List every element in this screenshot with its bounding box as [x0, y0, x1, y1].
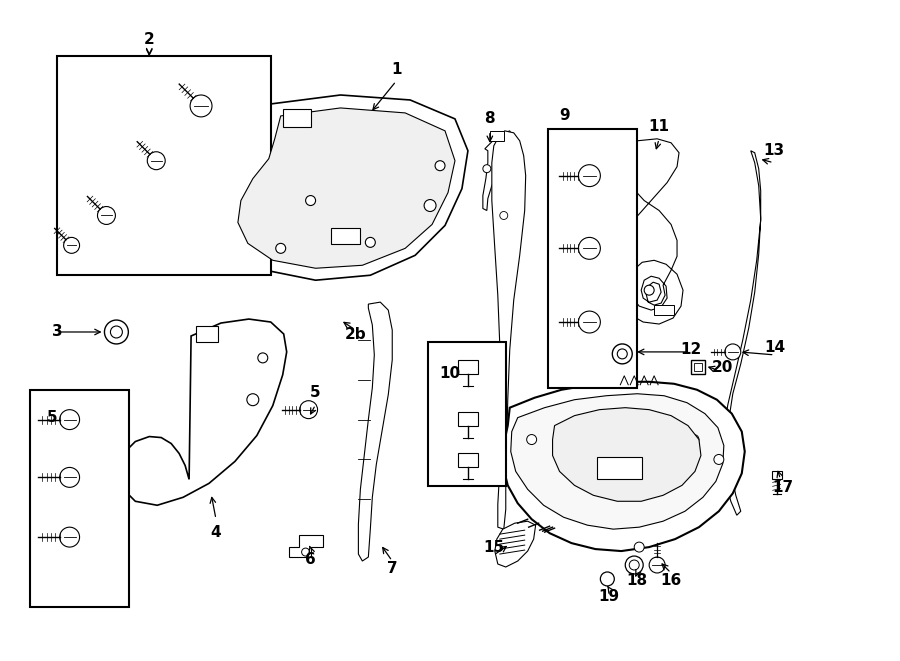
Circle shape	[104, 320, 129, 344]
Circle shape	[617, 349, 627, 359]
Bar	[196, 326, 218, 342]
Circle shape	[612, 344, 632, 364]
Polygon shape	[491, 131, 526, 529]
Circle shape	[600, 572, 615, 586]
Bar	[654, 305, 674, 315]
Bar	[547, 129, 637, 388]
Polygon shape	[120, 319, 287, 505]
Text: 3: 3	[52, 325, 63, 340]
Text: 13: 13	[763, 143, 784, 158]
Circle shape	[257, 353, 268, 363]
Circle shape	[500, 212, 508, 219]
Circle shape	[302, 548, 310, 556]
Circle shape	[190, 95, 212, 117]
Circle shape	[59, 467, 79, 487]
Text: 12: 12	[680, 342, 702, 358]
Text: 1: 1	[391, 61, 401, 77]
Bar	[458, 412, 478, 426]
Circle shape	[526, 434, 536, 444]
Circle shape	[629, 560, 639, 570]
Text: 16: 16	[661, 574, 681, 588]
Text: 5: 5	[47, 410, 57, 425]
Bar	[428, 342, 506, 486]
Text: 8: 8	[484, 112, 495, 126]
Bar	[30, 390, 130, 607]
Text: 15: 15	[483, 539, 504, 555]
Circle shape	[435, 161, 445, 171]
Polygon shape	[483, 131, 512, 210]
Text: 2: 2	[144, 32, 155, 47]
Bar	[694, 363, 702, 371]
Bar	[598, 457, 643, 479]
Circle shape	[59, 527, 79, 547]
Circle shape	[424, 200, 436, 212]
Bar	[580, 414, 634, 447]
Text: 17: 17	[772, 480, 793, 495]
Circle shape	[579, 237, 600, 259]
Circle shape	[306, 196, 316, 206]
Circle shape	[724, 344, 741, 360]
Polygon shape	[615, 139, 683, 324]
Text: 14: 14	[764, 340, 785, 356]
Text: 18: 18	[626, 574, 648, 588]
Circle shape	[483, 165, 490, 173]
Text: 4: 4	[211, 525, 221, 539]
Bar	[458, 453, 478, 467]
Polygon shape	[723, 151, 760, 515]
Bar	[283, 109, 310, 127]
Circle shape	[626, 556, 644, 574]
Circle shape	[644, 285, 654, 295]
Text: 9: 9	[559, 108, 570, 124]
Circle shape	[148, 152, 166, 170]
Circle shape	[275, 243, 285, 253]
Circle shape	[247, 394, 259, 406]
Polygon shape	[289, 535, 322, 557]
Text: 5: 5	[310, 385, 321, 401]
Polygon shape	[221, 95, 468, 280]
Text: 6: 6	[305, 551, 316, 566]
Circle shape	[634, 542, 644, 552]
Polygon shape	[553, 408, 701, 501]
Polygon shape	[495, 521, 536, 567]
Circle shape	[111, 326, 122, 338]
Circle shape	[689, 434, 699, 444]
Circle shape	[300, 401, 318, 418]
Polygon shape	[238, 108, 455, 268]
Text: 2b: 2b	[345, 327, 366, 342]
Text: 7: 7	[387, 561, 398, 576]
Circle shape	[97, 206, 115, 225]
Text: 10: 10	[439, 366, 461, 381]
Bar	[458, 360, 478, 374]
Polygon shape	[358, 302, 392, 561]
Circle shape	[59, 410, 79, 430]
Bar	[330, 229, 360, 245]
Bar	[490, 131, 504, 141]
Text: 20: 20	[712, 360, 733, 375]
Circle shape	[579, 311, 600, 333]
Circle shape	[649, 557, 665, 573]
Polygon shape	[503, 382, 745, 551]
Polygon shape	[510, 394, 724, 529]
Circle shape	[365, 237, 375, 247]
Circle shape	[64, 237, 79, 253]
Text: 19: 19	[598, 590, 620, 604]
Text: 11: 11	[649, 120, 670, 134]
Bar	[57, 56, 271, 275]
Circle shape	[714, 455, 724, 465]
Bar	[771, 471, 781, 479]
Circle shape	[579, 165, 600, 186]
Bar	[691, 360, 705, 374]
